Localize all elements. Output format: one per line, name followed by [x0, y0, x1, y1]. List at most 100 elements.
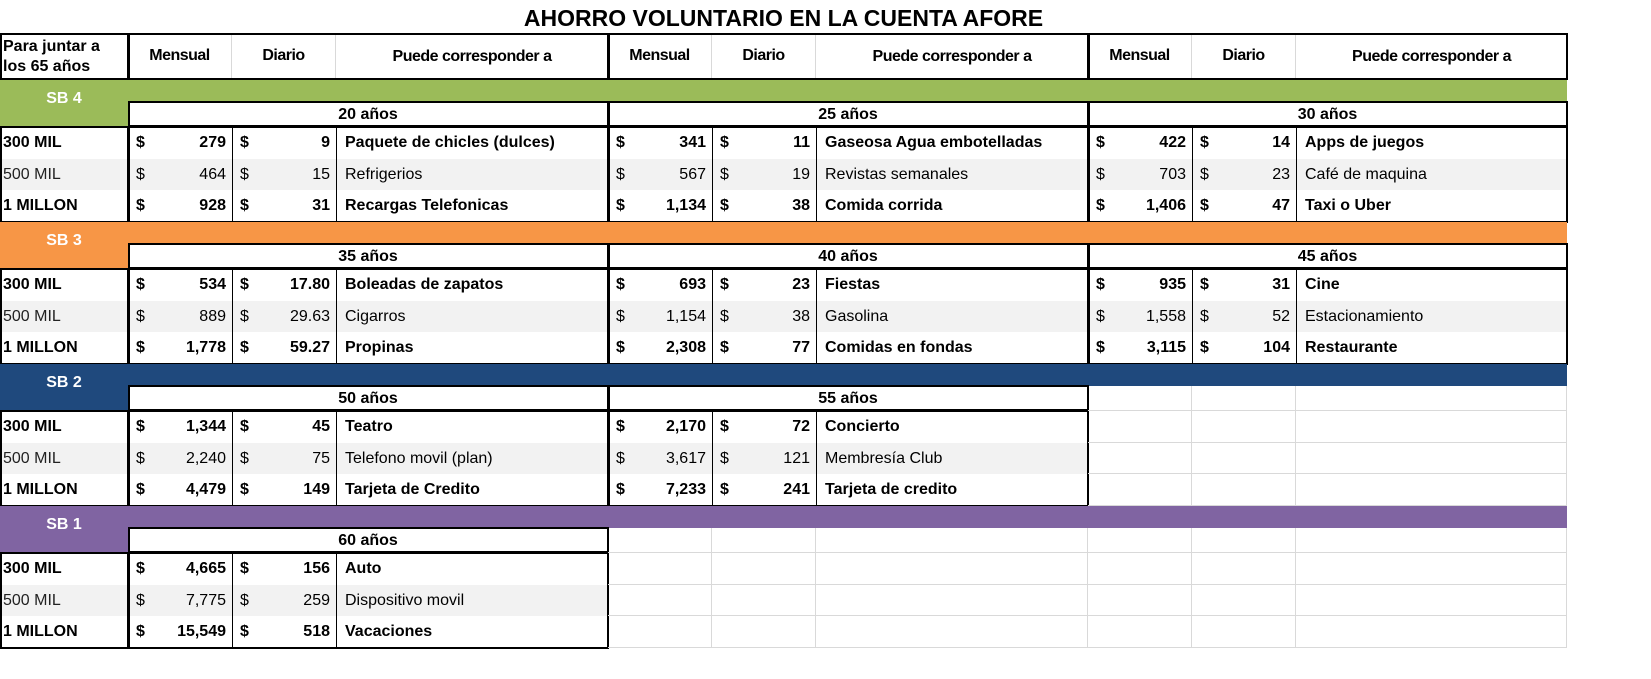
currency-symbol: $	[136, 134, 145, 151]
empty-cell[interactable]	[1296, 474, 1567, 506]
header-mensual: Mensual	[608, 33, 712, 80]
daily-value: 15	[312, 165, 330, 183]
empty-cell[interactable]	[1192, 474, 1296, 506]
empty-cell[interactable]	[1296, 585, 1567, 616]
monthly-value: 1,778	[185, 339, 226, 356]
empty-cell[interactable]	[1088, 616, 1192, 648]
currency-symbol: $	[616, 339, 625, 356]
expense-example: Tarjeta de Credito	[345, 481, 480, 498]
empty-cell[interactable]	[1192, 528, 1296, 553]
empty-cell[interactable]	[1192, 386, 1296, 411]
monthly-amount: $279	[128, 127, 232, 159]
row-label: 300 MIL	[3, 560, 62, 577]
empty-cell[interactable]	[1296, 386, 1567, 411]
monthly-value: 1,406	[1145, 197, 1186, 214]
empty-cell[interactable]	[1296, 411, 1567, 443]
column-divider	[232, 616, 233, 648]
header-diario: Diario	[1192, 33, 1296, 80]
currency-symbol: $	[136, 307, 145, 325]
daily-value: 104	[1263, 339, 1290, 356]
empty-cell[interactable]	[1192, 616, 1296, 648]
daily-value: 259	[303, 591, 330, 609]
empty-cell[interactable]	[1088, 443, 1192, 474]
daily-amount: $15	[232, 159, 336, 190]
empty-cell[interactable]	[1192, 443, 1296, 474]
empty-cell[interactable]	[608, 528, 712, 553]
empty-cell[interactable]	[1296, 553, 1567, 585]
expense-example: Café de maquina	[1296, 159, 1567, 190]
header-puede-corresponder: Puede corresponder a	[1352, 47, 1511, 65]
years-header: 45 años	[1297, 247, 1358, 265]
years-header: 40 años	[818, 247, 878, 265]
expense-example: Gasolina	[816, 301, 1088, 332]
expense-example: Comidas en fondas	[825, 339, 973, 356]
monthly-value: 2,240	[185, 449, 226, 467]
empty-cell[interactable]	[816, 616, 1088, 648]
header-label: Para juntar a los 65 años	[3, 37, 100, 75]
currency-symbol: $	[240, 307, 249, 325]
empty-cell[interactable]	[1088, 411, 1192, 443]
column-divider	[336, 332, 337, 364]
years-header: 25 años	[818, 105, 878, 123]
monthly-amount: $889	[128, 301, 232, 332]
row-label: 300 MIL	[3, 276, 62, 293]
header-mensual: Mensual	[128, 33, 232, 80]
monthly-amount: $464	[128, 159, 232, 190]
empty-cell[interactable]	[816, 585, 1088, 616]
years-header: 50 años	[338, 389, 398, 407]
daily-amount: $31	[1192, 269, 1296, 301]
daily-amount: $259	[232, 585, 336, 616]
empty-cell[interactable]	[1088, 528, 1192, 553]
daily-amount: $104	[1192, 332, 1296, 364]
currency-symbol: $	[1096, 276, 1105, 293]
empty-cell[interactable]	[1296, 616, 1567, 648]
daily-amount: $149	[232, 474, 336, 506]
empty-cell[interactable]	[1088, 474, 1192, 506]
empty-cell[interactable]	[816, 553, 1088, 585]
monthly-value: 693	[679, 276, 706, 293]
empty-cell[interactable]	[1192, 411, 1296, 443]
row-label: 1 MILLON	[3, 481, 78, 498]
column-divider	[1296, 190, 1297, 222]
empty-cell[interactable]	[712, 553, 816, 585]
empty-cell[interactable]	[712, 616, 816, 648]
column-divider	[1192, 190, 1193, 222]
monthly-amount: $2,308	[608, 332, 712, 364]
section-color-band	[128, 506, 1567, 528]
column-divider	[816, 269, 817, 301]
empty-cell[interactable]	[1192, 553, 1296, 585]
empty-cell[interactable]	[1088, 553, 1192, 585]
daily-value: 9	[321, 134, 330, 151]
currency-symbol: $	[240, 418, 249, 435]
empty-cell[interactable]	[712, 585, 816, 616]
daily-value: 17.80	[289, 276, 330, 293]
monthly-value: 4,479	[185, 481, 226, 498]
expense-example: Apps de juegos	[1305, 134, 1425, 151]
empty-cell[interactable]	[608, 553, 712, 585]
empty-cell[interactable]	[608, 585, 712, 616]
monthly-amount: $1,558	[1088, 301, 1192, 332]
column-divider	[336, 411, 337, 443]
empty-cell[interactable]	[1088, 386, 1192, 411]
currency-symbol: $	[1096, 197, 1105, 214]
empty-cell[interactable]	[1296, 528, 1567, 553]
monthly-amount: $4,665	[128, 553, 232, 585]
empty-cell[interactable]	[1296, 443, 1567, 474]
empty-cell[interactable]	[1088, 585, 1192, 616]
empty-cell[interactable]	[1192, 585, 1296, 616]
monthly-value: 1,558	[1145, 307, 1186, 325]
monthly-value: 3,115	[1146, 339, 1186, 356]
monthly-amount: $7,775	[128, 585, 232, 616]
column-divider	[816, 411, 817, 443]
empty-cell[interactable]	[816, 528, 1088, 553]
column-divider	[1192, 127, 1193, 159]
row-label: 500 MIL	[0, 301, 128, 332]
empty-cell[interactable]	[608, 616, 712, 648]
empty-cell[interactable]	[712, 528, 816, 553]
column-divider	[232, 332, 233, 364]
currency-symbol: $	[1096, 134, 1105, 151]
expense-example: Restaurante	[1305, 339, 1398, 356]
daily-value: 156	[303, 560, 330, 577]
column-divider	[712, 127, 713, 159]
currency-symbol: $	[136, 449, 145, 467]
